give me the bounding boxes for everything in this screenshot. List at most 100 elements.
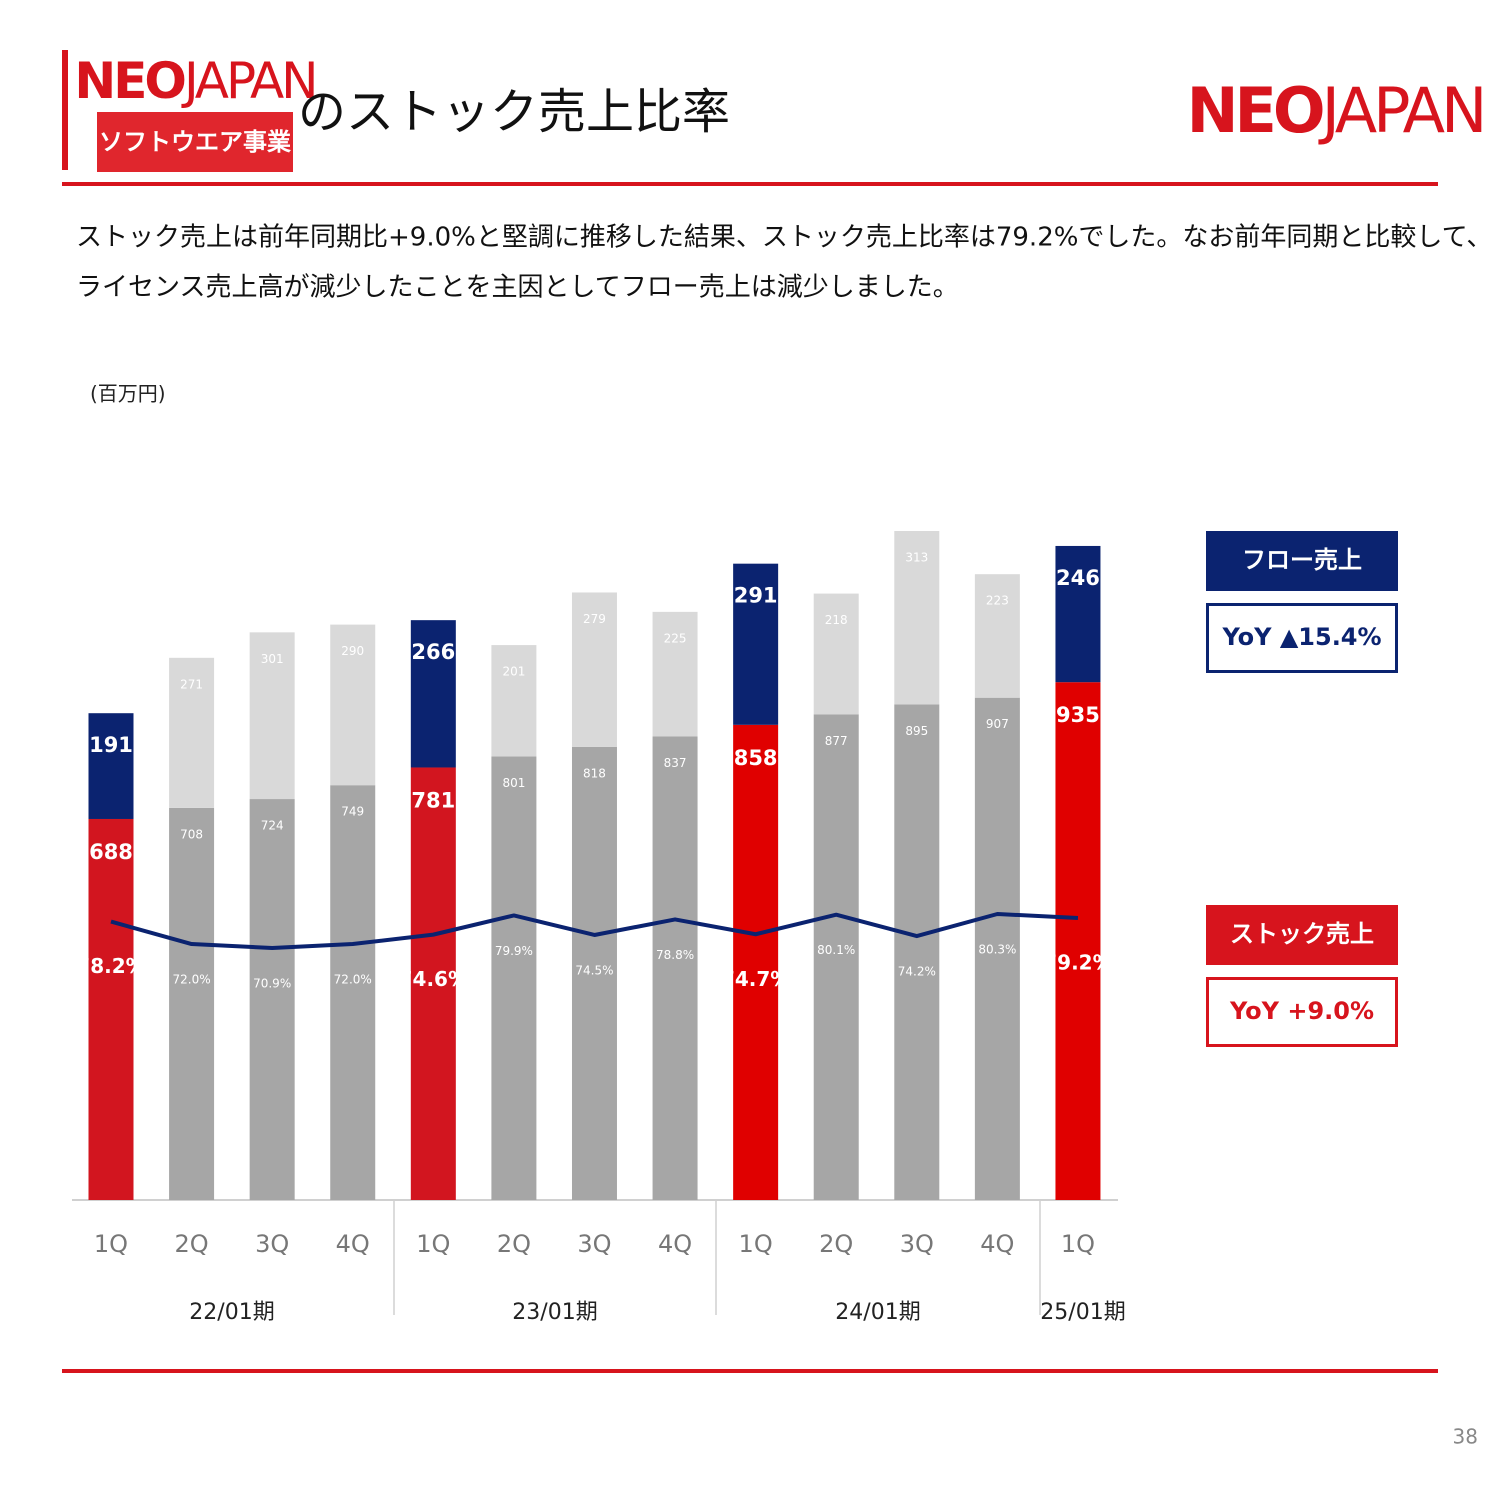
flow-bar xyxy=(330,624,376,786)
flow-bar xyxy=(571,592,617,747)
yoy-label: YoY +9.0% xyxy=(1229,997,1374,1025)
flow-value-label: 266 xyxy=(411,640,455,664)
body-line: ライセンス売上高が減少したことを主因としてフロー売上は減少しました。 xyxy=(76,273,959,303)
x-tick-label: 2Q xyxy=(819,1230,853,1258)
flow-value-label: 291 xyxy=(734,584,778,608)
flow-value-label: 290 xyxy=(341,644,364,658)
flow-bar xyxy=(410,620,456,768)
stock-value-label: 935 xyxy=(1056,703,1100,727)
stock-value-label: 749 xyxy=(341,805,364,819)
flow-value-label: 191 xyxy=(89,733,133,757)
yoy-box xyxy=(1206,603,1398,673)
unit-label: (百万円) xyxy=(90,382,166,406)
flow-value-label: 225 xyxy=(664,631,687,645)
logo-light: JAPAN xyxy=(1318,74,1484,147)
x-tick-label: 1Q xyxy=(1061,1230,1095,1258)
page-number: 38 xyxy=(1453,1425,1478,1449)
flow-value-label: 279 xyxy=(583,612,606,626)
ratio-label: 78.2% xyxy=(76,954,145,978)
x-tick-label: 4Q xyxy=(658,1230,692,1258)
stock-value-label: 818 xyxy=(583,766,606,780)
ratio-label: 72.0% xyxy=(173,973,211,987)
x-tick-label: 2Q xyxy=(497,1230,531,1258)
flow-bar xyxy=(249,632,295,800)
stock-bar xyxy=(894,704,940,1200)
flow-bar xyxy=(169,657,215,808)
stock-value-label: 724 xyxy=(261,819,284,833)
flow-value-label: 223 xyxy=(986,594,1009,608)
stock-bar xyxy=(330,785,376,1200)
period-label: 25/01期 xyxy=(1040,1300,1125,1325)
x-tick-label: 1Q xyxy=(94,1230,128,1258)
flow-bar xyxy=(894,531,940,705)
body-line: ストック売上は前年同期比+9.0%と堅調に推移した結果、ストック売上比率は79.… xyxy=(76,223,1492,253)
yoy-label: YoY ▲15.4% xyxy=(1221,623,1381,651)
ratio-label: 74.2% xyxy=(898,965,936,979)
x-tick-label: 3Q xyxy=(577,1230,611,1258)
period-label: 23/01期 xyxy=(512,1300,597,1325)
flow-bar xyxy=(1055,545,1101,683)
ratio-label: 74.7% xyxy=(721,967,790,991)
stock-bar xyxy=(410,767,456,1200)
logo-bold: NEO xyxy=(1187,74,1323,147)
ratio-label: 80.3% xyxy=(978,943,1016,957)
logo-bold: NEO xyxy=(74,52,184,110)
division: ソフトウエア事業 xyxy=(99,128,291,156)
flow-value-label: 301 xyxy=(261,652,284,666)
stock-value-label: 688 xyxy=(89,840,133,864)
stock-bar xyxy=(491,756,537,1200)
stock-value-label: 907 xyxy=(986,717,1009,731)
period-label: 24/01期 xyxy=(835,1300,920,1325)
logo-light: JAPAN xyxy=(181,52,316,110)
stock-bar xyxy=(88,818,134,1200)
footer-rule xyxy=(62,1369,1438,1373)
flow-bar xyxy=(652,611,698,737)
ratio-label: 78.8% xyxy=(656,948,694,962)
legend-label: フロー売上 xyxy=(1242,546,1362,574)
stock-value-label: 801 xyxy=(502,776,525,790)
flow-value-label: 201 xyxy=(502,665,525,679)
division-box xyxy=(97,112,293,172)
ratio-label: 79.2% xyxy=(1043,950,1112,974)
x-tick-label: 4Q xyxy=(980,1230,1014,1258)
ratio-line xyxy=(110,912,1079,950)
stock-bar xyxy=(813,714,859,1200)
period-label: 22/01期 xyxy=(189,1300,274,1325)
stock-value-label: 877 xyxy=(825,734,848,748)
stock-bar xyxy=(974,697,1020,1200)
legend-label: ストック売上 xyxy=(1230,920,1374,948)
stock-value-label: 708 xyxy=(180,827,203,841)
slide-title: のストック売上比率 xyxy=(298,84,730,140)
stock-bar xyxy=(733,724,779,1200)
flow-bar xyxy=(974,574,1020,698)
ratio-label: 70.9% xyxy=(253,977,291,991)
flow-value-label: 271 xyxy=(180,677,203,691)
legend-swatch xyxy=(1206,531,1398,591)
ratio-label: 74.5% xyxy=(575,963,613,977)
stock-bar xyxy=(571,746,617,1200)
ratio-label: 74.6% xyxy=(399,967,468,991)
ratio-label: 72.0% xyxy=(334,973,372,987)
flow-value-label: 313 xyxy=(905,551,928,565)
stock-bar xyxy=(249,799,295,1200)
stock-bar xyxy=(652,736,698,1200)
stock-value-label: 895 xyxy=(905,724,928,738)
stock-value-label: 781 xyxy=(411,788,455,812)
x-tick-label: 3Q xyxy=(255,1230,289,1258)
flow-bar xyxy=(491,645,537,757)
accent-bar xyxy=(62,50,68,170)
flow-bar xyxy=(733,563,779,725)
ratio-label: 80.1% xyxy=(817,943,855,957)
stock-value-label: 837 xyxy=(664,756,687,770)
x-tick-label: 1Q xyxy=(416,1230,450,1258)
header-rule xyxy=(62,182,1438,186)
logo: NEOJAPAN xyxy=(74,52,315,110)
stock-bar xyxy=(1055,682,1101,1200)
logo-right: NEOJAPAN xyxy=(1187,74,1484,147)
stock-bar xyxy=(169,807,215,1200)
x-tick-label: 2Q xyxy=(174,1230,208,1258)
ratio-label: 79.9% xyxy=(495,944,533,958)
x-tick-label: 4Q xyxy=(336,1230,370,1258)
legend-swatch xyxy=(1206,905,1398,965)
